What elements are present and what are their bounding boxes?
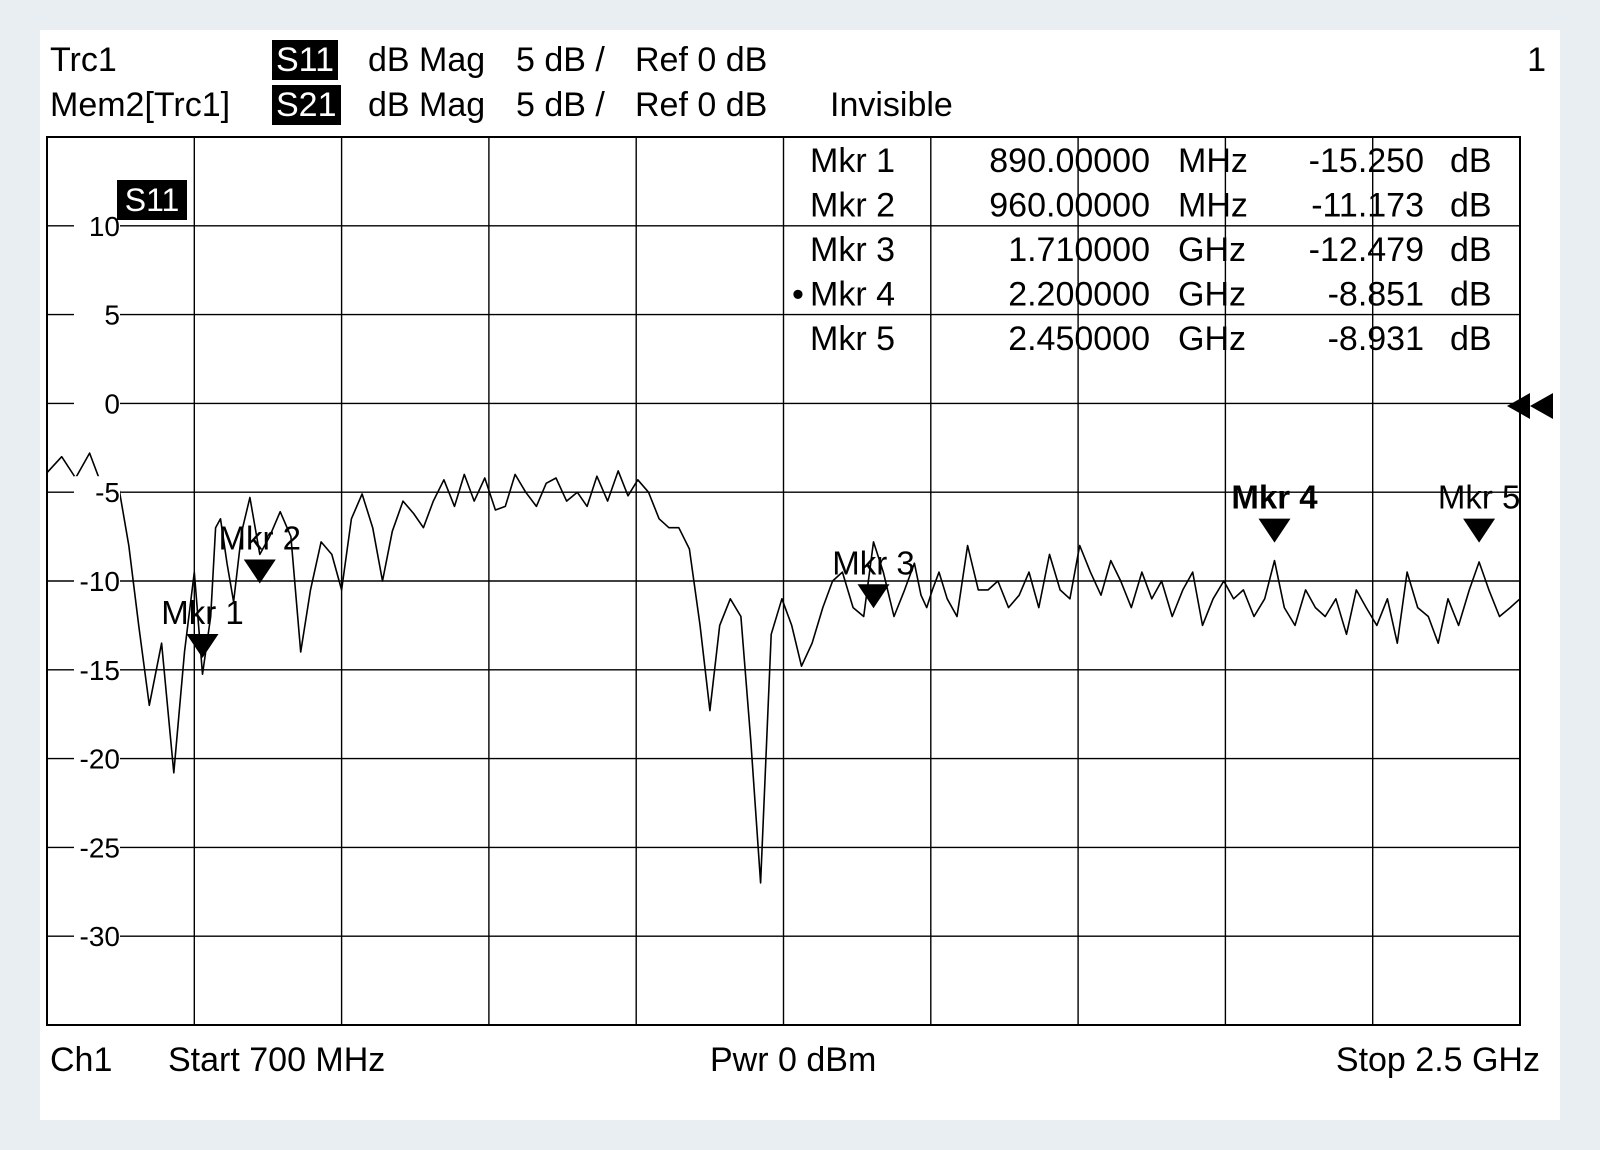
y-tick-label-bg xyxy=(74,476,120,507)
marker-table-name[interactable]: Mkr 5 xyxy=(810,320,895,358)
y-tick-label-bg xyxy=(74,387,120,418)
marker-label[interactable]: Mkr 5 xyxy=(1438,479,1521,516)
trace-layer xyxy=(46,452,1521,884)
y-tick-label: 10 xyxy=(89,211,120,242)
marker-table-name[interactable]: Mkr 4 xyxy=(810,276,895,314)
channel-number: 1 xyxy=(1527,41,1546,79)
vna-screen: Trc1 S11 dB Mag 5 dB / Ref 0 dB Mem2[Trc… xyxy=(40,30,1560,1120)
y-tick-label: 0 xyxy=(104,388,120,419)
y-tick-label: -15 xyxy=(80,655,120,686)
marker-triangle-icon[interactable] xyxy=(1258,518,1291,543)
y-tick-label-bg xyxy=(74,831,120,862)
channel-footer: Ch1 Start 700 MHz Pwr 0 dBm Stop 2.5 GHz xyxy=(50,1038,1540,1082)
y-tick-label-bg xyxy=(74,742,120,773)
y-tick-label: -20 xyxy=(80,744,120,775)
y-tick-label: -30 xyxy=(80,921,120,952)
marker-label[interactable]: Mkr 4 xyxy=(1231,479,1318,516)
marker-table-name[interactable]: Mkr 3 xyxy=(810,231,895,269)
marker-table-stimulus[interactable]: 890.00000 xyxy=(989,142,1150,180)
marker-table-name[interactable]: Mkr 1 xyxy=(810,142,895,180)
marker-table-stimulus-unit: GHz xyxy=(1178,231,1246,269)
memory-trace-format[interactable]: dB Mag xyxy=(368,86,486,124)
marker-label[interactable]: Mkr 1 xyxy=(161,594,244,631)
memory-trace-name[interactable]: Mem2[Trc1] xyxy=(50,86,231,124)
marker-table-response-unit: dB xyxy=(1450,142,1492,180)
marker-triangle-icon[interactable] xyxy=(243,559,276,584)
marker-table-response-unit: dB xyxy=(1450,320,1492,358)
trace-label-badge[interactable]: S11 xyxy=(125,182,180,218)
channel-label[interactable]: Ch1 xyxy=(50,1041,113,1079)
marker-table-stimulus-unit: MHz xyxy=(1178,187,1248,225)
s11-plot[interactable]: Mkr 1 Mkr 2 Mkr 3 Mkr 4 Mkr 5 10 5 0 -5 -10 -15 -2… xyxy=(40,30,1560,1120)
trace-reference[interactable]: Ref 0 dB xyxy=(635,41,768,79)
marker-table-response-unit: dB xyxy=(1450,276,1492,314)
trace-scale[interactable]: 5 dB / xyxy=(516,41,605,79)
memory-trace-reference[interactable]: Ref 0 dB xyxy=(635,86,768,124)
marker-table-response[interactable]: -12.479 xyxy=(1309,231,1424,269)
y-tick-label-bg xyxy=(74,653,120,684)
source-power[interactable]: Pwr 0 dBm xyxy=(710,1041,877,1079)
marker-triangle-icon[interactable] xyxy=(1463,518,1496,543)
reference-level-arrows-icon[interactable] xyxy=(1507,393,1553,419)
y-tick-label-bg xyxy=(74,565,120,595)
memory-trace-status: Invisible xyxy=(830,86,953,124)
s11-trace-line[interactable] xyxy=(46,452,1521,884)
marker-triangle-icon[interactable] xyxy=(186,634,219,659)
trace-label-badge-bg xyxy=(117,180,187,220)
y-tick-label: -10 xyxy=(80,566,120,597)
grid xyxy=(46,136,1521,1026)
active-marker-bullet: • xyxy=(792,276,804,314)
y-tick-label: -5 xyxy=(95,477,120,508)
y-tick-label-bg xyxy=(74,298,120,329)
y-tick-label: 5 xyxy=(104,300,120,331)
marker-table-stimulus[interactable]: 960.00000 xyxy=(989,187,1150,225)
y-tick-label: -25 xyxy=(80,832,120,863)
marker-table-stimulus[interactable]: 2.450000 xyxy=(1008,320,1150,358)
marker-table-response[interactable]: -8.851 xyxy=(1328,276,1424,314)
trace-parameter-badge[interactable]: S11 xyxy=(272,40,338,80)
marker-table-response[interactable]: -11.173 xyxy=(1311,187,1424,225)
start-frequency[interactable]: Start 700 MHz xyxy=(168,1041,386,1079)
marker-triangle-icon[interactable] xyxy=(857,584,890,609)
marker-table-response[interactable]: -15.250 xyxy=(1309,142,1424,180)
marker-table-stimulus[interactable]: 1.710000 xyxy=(1008,231,1150,269)
marker-table-stimulus-unit: GHz xyxy=(1178,320,1246,358)
marker-table-stimulus-unit: GHz xyxy=(1178,276,1246,314)
marker-table-name[interactable]: Mkr 2 xyxy=(810,187,895,225)
memory-trace-parameter-badge[interactable]: S21 xyxy=(272,85,341,125)
marker-label[interactable]: Mkr 2 xyxy=(219,519,302,556)
marker-table-stimulus-unit: MHz xyxy=(1178,142,1248,180)
trace-format[interactable]: dB Mag xyxy=(368,41,486,79)
y-axis-ticks: 10 5 0 -5 -10 -15 -20 -25 -30 xyxy=(74,209,120,952)
memory-trace-scale[interactable]: 5 dB / xyxy=(516,86,605,124)
marker-label[interactable]: Mkr 3 xyxy=(832,544,915,581)
marker-table-response[interactable]: -8.931 xyxy=(1328,320,1424,358)
marker-table-response-unit: dB xyxy=(1450,231,1492,269)
marker-table: Mkr 1 890.00000 MHz -15.250 dB Mkr 2 960.00000… xyxy=(792,142,1492,358)
trace-name[interactable]: Trc1 xyxy=(50,41,117,79)
y-tick-label-bg xyxy=(74,209,120,240)
marker-layer: Mkr 1 Mkr 2 Mkr 3 Mkr 4 Mkr 5 xyxy=(161,479,1521,659)
marker-table-response-unit: dB xyxy=(1450,187,1492,225)
stop-frequency[interactable]: Stop 2.5 GHz xyxy=(1335,1041,1540,1079)
marker-table-stimulus[interactable]: 2.200000 xyxy=(1008,276,1150,314)
y-tick-label-bg xyxy=(74,920,120,951)
